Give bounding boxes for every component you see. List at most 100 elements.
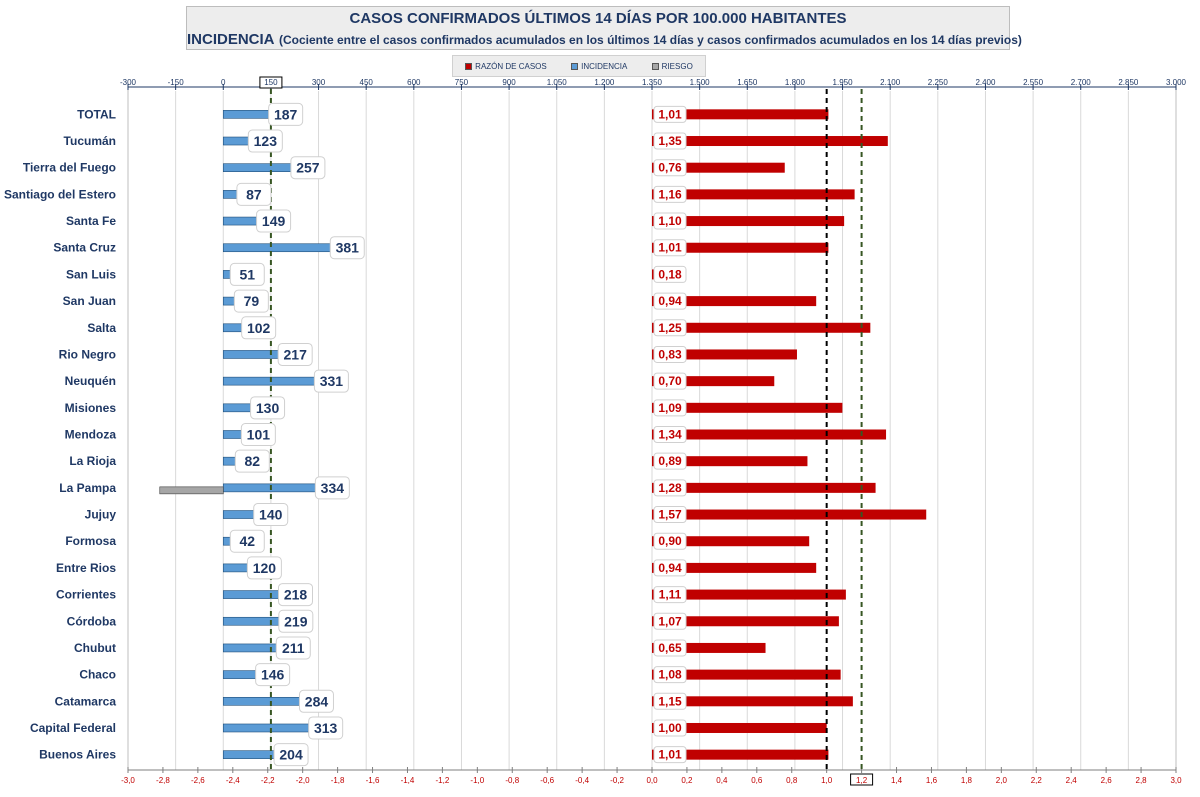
razon-label-10: 0,70	[658, 374, 682, 388]
razon-bar-1	[652, 136, 888, 147]
razon-label-9: 0,83	[658, 347, 682, 361]
razon-bar-15	[652, 509, 927, 520]
razon-label-22: 1,15	[658, 694, 682, 708]
legend-item-incidencia: INCIDENCIA	[571, 62, 627, 71]
razon-bar-8	[652, 322, 871, 333]
razon-label-box-11	[653, 399, 687, 417]
bottom-axis-tick-label-19: 0,8	[786, 776, 798, 785]
razon-label-3: 1,16	[658, 187, 682, 201]
razon-bar-23	[652, 722, 827, 733]
bottom-axis-tick-label-15: 0,0	[646, 776, 658, 785]
bottom-axis-tick-label-4: -2,2	[261, 776, 275, 785]
category-label-13: La Rioja	[69, 454, 116, 468]
razon-bar-12	[652, 429, 887, 440]
incidencia-label-1: 123	[254, 133, 278, 149]
incidencia-label-17: 120	[253, 560, 277, 576]
razon-bar-21	[652, 669, 841, 680]
bottom-axis-tick-label-18: 0,6	[751, 776, 763, 785]
top-axis-tick-label-3: 150	[264, 78, 278, 87]
razon-label-box-2	[653, 159, 687, 177]
incidencia-label-box-6	[229, 262, 265, 286]
incidencia-label-21: 146	[261, 667, 285, 683]
razon-bar-18	[652, 589, 846, 600]
bottom-axis-tick-label-22: 1,4	[891, 776, 903, 785]
razon-label-box-0	[653, 105, 687, 123]
bottom-axis-tick-label-25: 2,0	[996, 776, 1008, 785]
incidencia-label-20: 211	[282, 640, 305, 656]
razon-bar-4	[652, 216, 845, 227]
incidencia-label-box-19	[278, 609, 314, 633]
razon-bar-13	[652, 456, 808, 467]
legend-swatch-incidencia	[571, 62, 579, 70]
incidencia-label-15: 140	[259, 507, 283, 523]
incidencia-label-18: 218	[284, 587, 308, 603]
top-axis-tick-label-4: 300	[312, 78, 326, 87]
top-axis-tick-label-12: 1.500	[690, 78, 711, 87]
bottom-axis-tick-label-28: 2,6	[1101, 776, 1113, 785]
razon-label-box-21	[653, 666, 687, 684]
razon-label-23: 1,00	[658, 721, 682, 735]
incidencia-bar-10	[222, 376, 329, 386]
razon-bar-24	[652, 749, 829, 760]
top-axis-tick-label-19: 2.550	[1023, 78, 1044, 87]
razon-label-7: 0,94	[658, 294, 682, 308]
top-axis-tick-label-9: 1.050	[547, 78, 568, 87]
incidencia-label-box-0	[268, 102, 304, 126]
category-label-16: Formosa	[65, 534, 116, 548]
razon-label-box-3	[653, 185, 687, 203]
bottom-axis-tick-label-16: 0,2	[681, 776, 693, 785]
legend: RAZÓN DE CASOS INCIDENCIA RIESGO	[452, 55, 706, 77]
bottom-axis-tick-label-23: 1,6	[926, 776, 938, 785]
razon-label-16: 0,90	[658, 534, 682, 548]
category-label-21: Chaco	[79, 668, 116, 682]
razon-label-20: 0,65	[658, 641, 682, 655]
category-label-14: La Pampa	[59, 481, 116, 495]
bottom-axis-tick-label-1: -2,8	[156, 776, 170, 785]
razon-bar-22	[652, 696, 853, 707]
riesgo-bar-14	[159, 486, 224, 495]
razon-bar-19	[652, 616, 839, 627]
razon-label-5: 1,01	[658, 241, 682, 255]
razon-label-box-10	[653, 372, 687, 390]
razon-label-box-6	[653, 265, 687, 283]
incidencia-label-19: 219	[284, 613, 308, 629]
category-label-9: Rio Negro	[59, 347, 116, 361]
razon-bar-3	[652, 189, 855, 200]
subtitle-main: INCIDENCIA	[187, 31, 275, 48]
category-label-3: Santiago del Estero	[4, 187, 116, 201]
legend-item-razon: RAZÓN DE CASOS	[465, 62, 547, 71]
category-label-7: San Juan	[63, 294, 116, 308]
razon-bar-9	[652, 349, 797, 360]
incidencia-label-box-22	[298, 689, 334, 713]
category-label-11: Misiones	[65, 401, 117, 415]
razon-label-11: 1,09	[658, 401, 682, 415]
razon-bar-14	[652, 482, 876, 493]
legend-label-incidencia: INCIDENCIA	[581, 61, 628, 71]
bottom-axis-tick-label-27: 2,4	[1066, 776, 1078, 785]
bottom-axis-tick-label-11: -0,8	[505, 776, 519, 785]
razon-label-4: 1,10	[658, 214, 682, 228]
legend-item-riesgo: RIESGO	[651, 62, 693, 71]
top-axis-tick-label-5: 450	[360, 78, 374, 87]
category-label-5: Santa Cruz	[53, 241, 116, 255]
category-label-10: Neuquén	[65, 374, 116, 388]
chart-subtitle: INCIDENCIA (Cociente entre el casos conf…	[187, 31, 1022, 49]
top-axis-tick-label-18: 2.400	[975, 78, 996, 87]
incidencia-bar-23	[222, 723, 323, 733]
razon-label-box-15	[653, 506, 687, 524]
incidencia-bar-14	[222, 483, 330, 493]
razon-bar-0	[652, 109, 829, 120]
top-axis-tick-label-11: 1.350	[642, 78, 663, 87]
incidencia-label-box-17	[246, 556, 282, 580]
razon-label-box-5	[653, 239, 687, 257]
bottom-axis-tick-label-24: 1,8	[961, 776, 973, 785]
incidencia-label-box-11	[250, 396, 286, 420]
bottom-axis-tick-label-0: -3,0	[121, 776, 135, 785]
bottom-axis-tick-label-3: -2,4	[226, 776, 240, 785]
incidencia-label-23: 313	[314, 720, 338, 736]
legend-swatch-riesgo	[651, 62, 659, 70]
top-axis-tick-label-2: 0	[221, 78, 226, 87]
legend-swatch-razon	[465, 62, 473, 70]
razon-label-box-1	[653, 132, 687, 150]
